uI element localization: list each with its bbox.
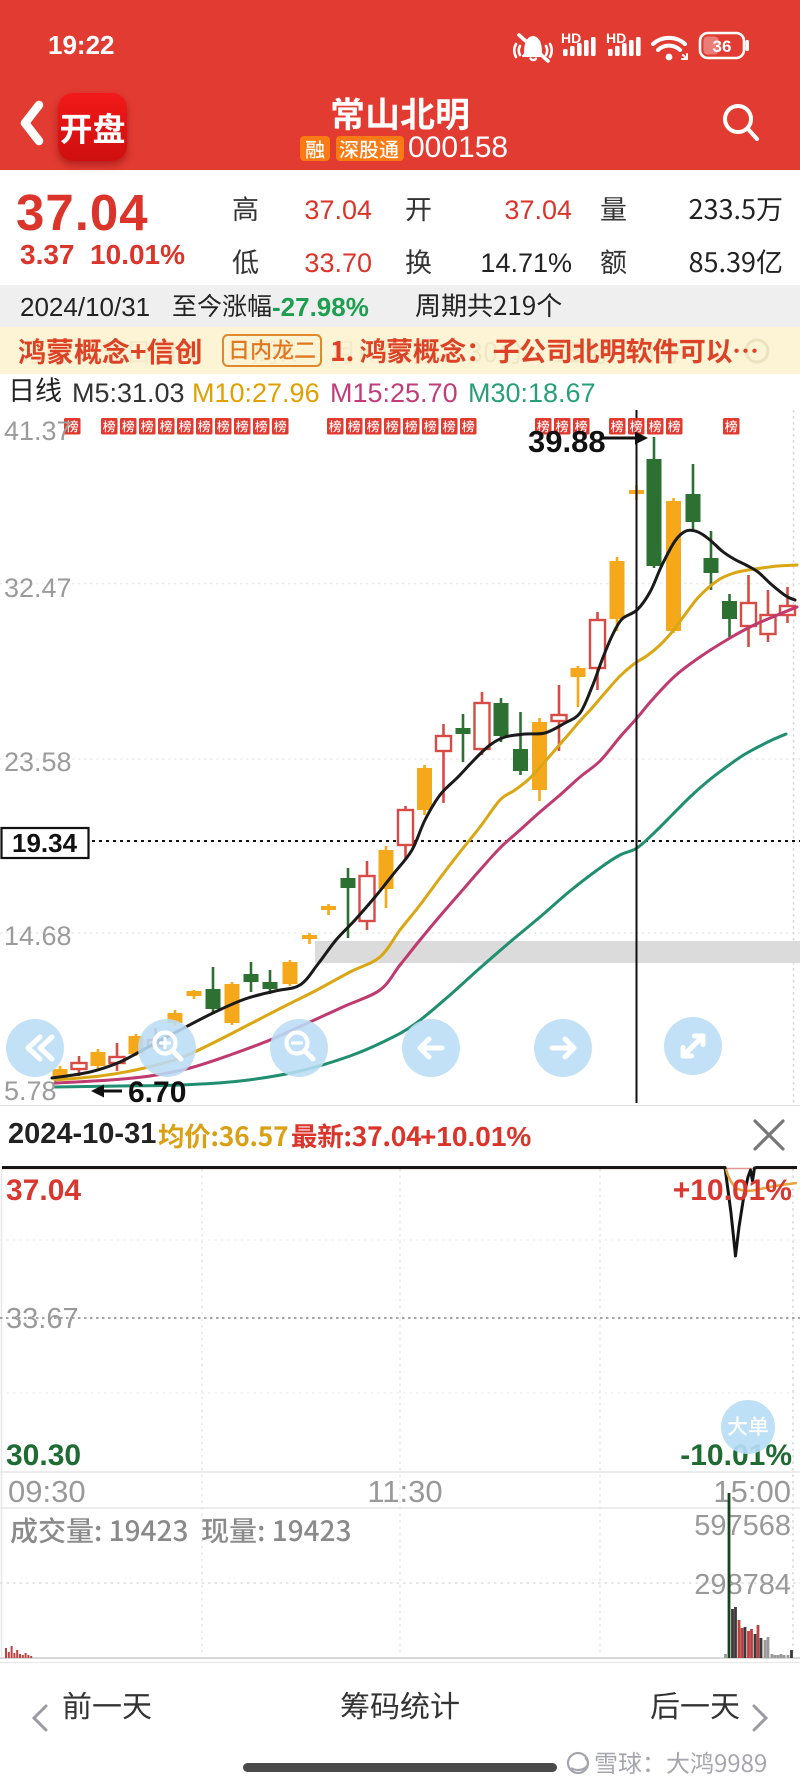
svg-text:298784: 298784 xyxy=(694,1569,791,1601)
svg-text:32.47: 32.47 xyxy=(4,573,72,603)
svg-text:HD: HD xyxy=(561,30,581,46)
svg-text:15:00: 15:00 xyxy=(713,1474,791,1509)
svg-text:19.34: 19.34 xyxy=(12,828,78,858)
svg-text:597568: 597568 xyxy=(694,1510,791,1542)
svg-text:39.88: 39.88 xyxy=(528,424,606,459)
svg-text:23.58: 23.58 xyxy=(4,747,72,777)
svg-text:6.70: 6.70 xyxy=(128,1076,186,1105)
svg-text:30.30: 30.30 xyxy=(6,1439,81,1472)
svg-text:41.37: 41.37 xyxy=(4,416,72,446)
svg-text:14.68: 14.68 xyxy=(4,921,72,951)
svg-text:HD: HD xyxy=(606,30,626,46)
svg-text:5.78: 5.78 xyxy=(4,1076,57,1105)
svg-text:33.67: 33.67 xyxy=(6,1303,79,1335)
svg-text:36: 36 xyxy=(713,37,732,56)
svg-text:+10.01%: +10.01% xyxy=(673,1174,792,1207)
svg-text:09:30: 09:30 xyxy=(8,1474,86,1509)
svg-text:11:30: 11:30 xyxy=(367,1474,442,1509)
svg-text:37.04: 37.04 xyxy=(6,1174,81,1207)
